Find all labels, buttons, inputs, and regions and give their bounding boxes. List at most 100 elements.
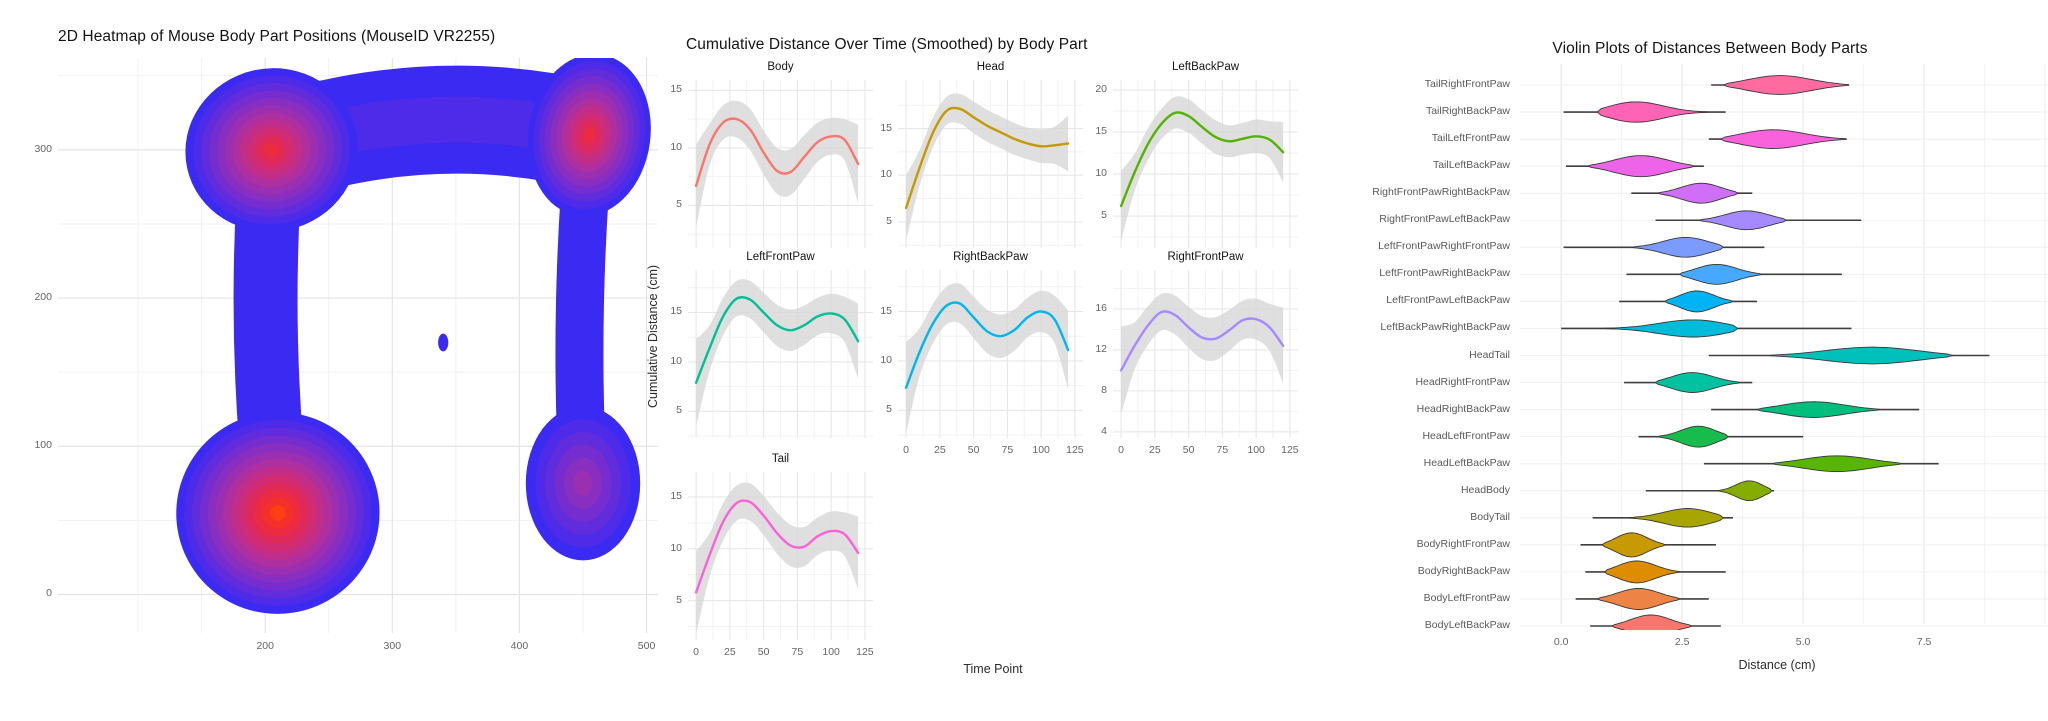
facet-chart-title: Cumulative Distance Over Time (Smoothed)… (686, 36, 1088, 53)
facet-x-tick-label: 125 (856, 646, 874, 658)
violin-x-tick-label: 2.5 (1674, 636, 1690, 648)
violin-category-label: HeadTail (1469, 348, 1510, 361)
heatmap-x-tick-label: 200 (256, 640, 274, 652)
facet-y-tick-label: 10 (1095, 167, 1107, 180)
confidence-band (696, 279, 859, 427)
smoothed-line (694, 117, 860, 188)
facet-y-tick-label: 20 (1095, 83, 1107, 96)
violin-plot (1520, 64, 2048, 630)
smoothed-line (694, 499, 860, 594)
violin-category-label: HeadRightFrontPaw (1415, 375, 1510, 388)
confidence-band (696, 100, 859, 228)
violin-category-label: HeadBody (1460, 483, 1510, 496)
facet-plot-LeftBackPaw (1113, 80, 1298, 248)
violin-shape (1755, 401, 1881, 418)
violin-x-tick-label: 5.0 (1795, 636, 1811, 648)
violin-category-label: BodyLeftFrontPaw (1423, 591, 1510, 604)
violin-shape (1656, 425, 1729, 448)
density-contour (573, 470, 593, 497)
heatmap-x-tick-label: 500 (637, 640, 656, 652)
facet-x-tick-label: 100 (822, 646, 840, 658)
facet-y-tick-label: 8 (1101, 383, 1107, 396)
facet-x-tick-label: 25 (934, 444, 946, 456)
violin-category-label: LeftFrontPawRightBackPaw (1379, 267, 1510, 280)
smoothed-line (1119, 310, 1285, 372)
facet-y-tick-label: 5 (676, 404, 682, 417)
facet-y-tick-label: 10 (670, 354, 682, 367)
facet-y-tick-label: 10 (670, 541, 682, 554)
confidence-band (1121, 96, 1284, 242)
facet-plot-LeftFrontPaw (688, 270, 873, 438)
facet-y-tick-label: 10 (670, 140, 682, 153)
facet-x-axis-label: Time Point (963, 662, 1023, 676)
violin-chart-title: Violin Plots of Distances Between Body P… (1552, 40, 1868, 57)
violin-shape (1654, 372, 1742, 393)
density-contour (438, 333, 449, 352)
facet-y-tick-label: 5 (676, 198, 682, 211)
facet-y-tick-label: 15 (670, 305, 682, 318)
confidence-band (906, 93, 1069, 241)
violin-category-label: LeftBackPawRightBackPaw (1380, 321, 1510, 334)
facet-plot-Head (898, 80, 1083, 248)
facet-y-tick-label: 15 (670, 489, 682, 502)
facet-x-tick-label: 25 (1149, 444, 1161, 456)
violin-category-label: RightFrontPawLeftBackPaw (1379, 213, 1510, 226)
confidence-band (906, 283, 1069, 434)
facet-x-tick-label: 125 (1066, 444, 1084, 456)
violin-shape (1596, 101, 1709, 123)
violin-shape (1678, 263, 1764, 285)
violin-shape (1719, 129, 1847, 149)
heatmap-title: 2D Heatmap of Mouse Body Part Positions … (58, 28, 496, 45)
heatmap-plot (58, 58, 658, 633)
heatmap-y-tick-label: 0 (46, 587, 52, 600)
violin-shape (1697, 210, 1788, 231)
facet-x-tick-label: 75 (1001, 444, 1014, 456)
facet-x-tick-label: 0 (693, 646, 700, 658)
facet-plot-RightFrontPaw (1113, 270, 1298, 438)
facet-y-tick-label: 16 (1095, 301, 1107, 314)
facet-strip-label: Body (767, 61, 794, 73)
smoothed-line (1119, 111, 1285, 208)
facet-strip-label: LeftBackPaw (1171, 61, 1240, 73)
density-contour (583, 127, 595, 143)
violin-category-label: BodyRightBackPaw (1417, 564, 1510, 577)
facet-y-tick-label: 15 (880, 304, 892, 317)
facet-y-tick-label: 5 (676, 593, 682, 606)
facet-x-tick-label: 100 (1247, 444, 1265, 456)
facet-y-tick-label: 10 (880, 168, 892, 181)
facet-strip-label: RightBackPaw (953, 251, 1028, 263)
smoothed-line (694, 295, 860, 384)
facet-x-tick-label: 100 (1032, 444, 1050, 456)
facet-y-axis-label: Cumulative Distance (cm) (646, 264, 660, 408)
facet-x-tick-label: 75 (791, 646, 804, 658)
heatmap-y-tick-label: 100 (34, 439, 52, 452)
violin-shape (1769, 346, 1954, 365)
density-contour (270, 505, 286, 521)
violin-category-label: HeadRightBackPaw (1416, 402, 1510, 415)
facet-strip-label: LeftFrontPaw (746, 251, 815, 263)
facet-plot-Tail (688, 472, 873, 640)
violin-x-tick-label: 7.5 (1916, 636, 1932, 648)
confidence-band (1121, 292, 1284, 415)
violin-shape (1596, 588, 1681, 610)
violin-category-label: LeftFrontPawRightFrontPaw (1378, 240, 1510, 253)
facet-plot-Body (688, 80, 873, 248)
facet-x-tick-label: 125 (1281, 444, 1299, 456)
facet-x-tick-label: 50 (757, 646, 770, 658)
violin-shape (1656, 182, 1739, 204)
facet-x-tick-label: 0 (903, 444, 910, 456)
violin-category-label: BodyLeftBackPaw (1424, 619, 1510, 631)
density-contour (263, 142, 280, 158)
violin-category-label: TailLeftBackPaw (1432, 159, 1510, 172)
violin-category-label: TailRightBackPaw (1425, 105, 1510, 118)
violin-shape (1626, 508, 1725, 528)
facet-y-tick-label: 10 (880, 353, 892, 366)
violin-category-label: RightFrontPawRightBackPaw (1372, 186, 1510, 199)
facet-y-tick-label: 15 (670, 83, 682, 96)
smoothed-line (904, 301, 1070, 389)
facet-y-tick-label: 5 (886, 214, 892, 227)
violin-category-label: TailRightFrontPaw (1424, 78, 1510, 90)
violin-shape (1771, 455, 1903, 473)
facet-y-tick-label: 5 (1101, 209, 1107, 222)
facet-x-tick-label: 50 (1182, 444, 1195, 456)
